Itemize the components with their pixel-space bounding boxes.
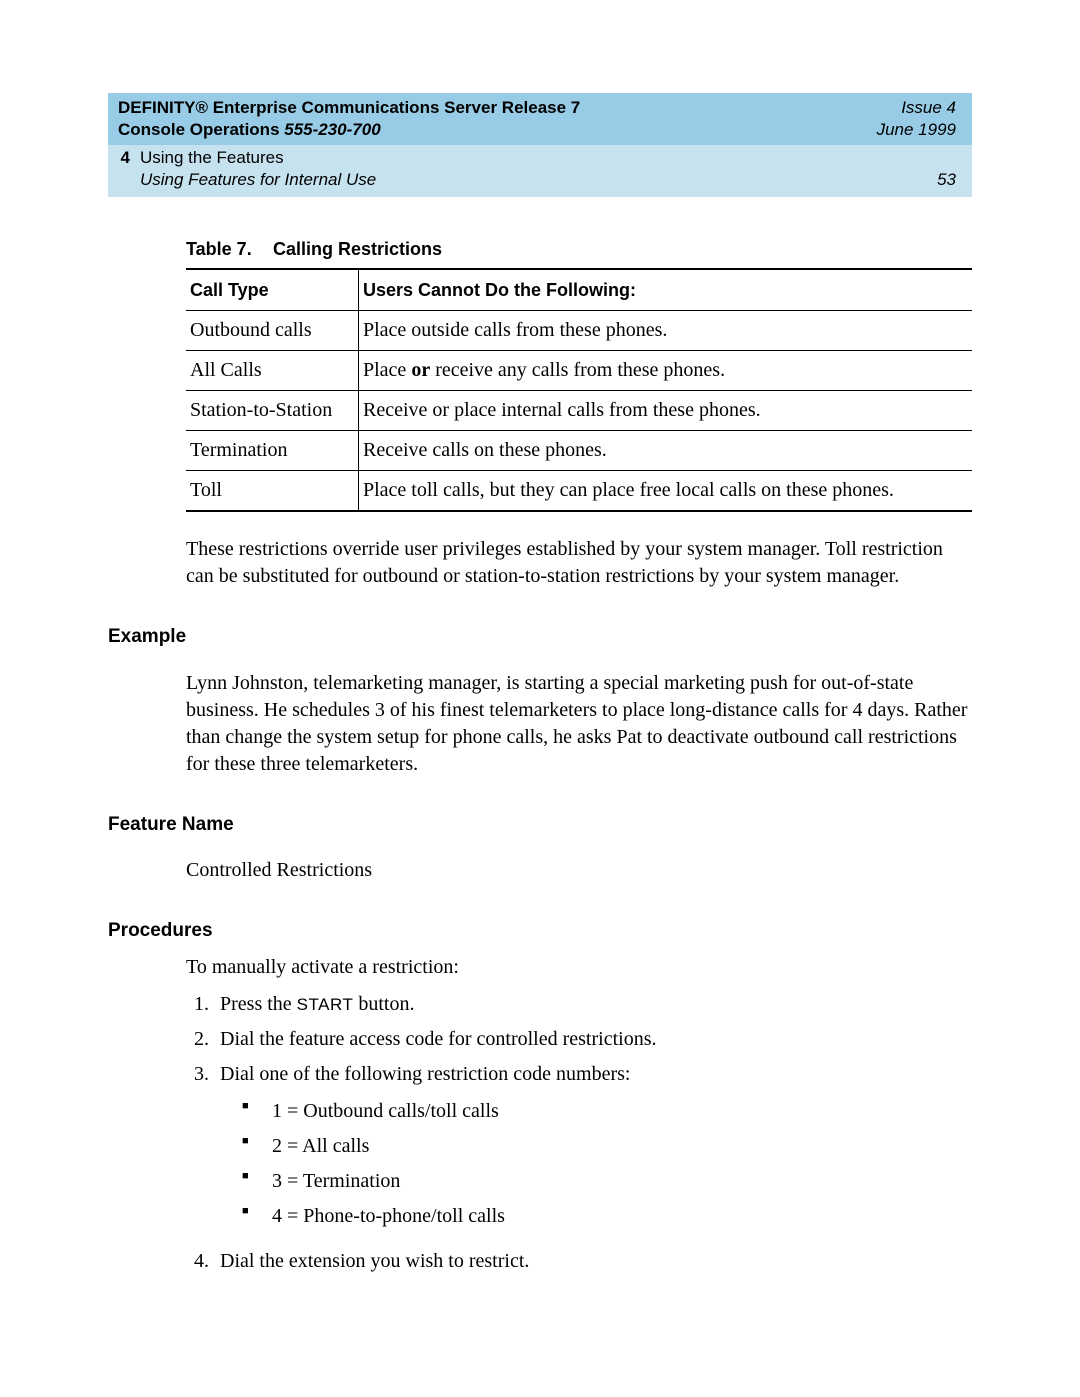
- procedure-step: Dial one of the following restriction co…: [214, 1057, 972, 1244]
- table-row: Station-to-Station Receive or place inte…: [186, 390, 972, 430]
- table-title: Calling Restrictions: [273, 239, 442, 259]
- header-sub-row: 4 Using the Features Using Features for …: [108, 145, 972, 197]
- header-band: DEFINITY® Enterprise Communications Serv…: [108, 93, 972, 197]
- doc-number: 555-230-700: [284, 120, 380, 139]
- procedures-intro: To manually activate a restriction:: [186, 954, 972, 981]
- after-table-paragraph: These restrictions override user privile…: [186, 536, 972, 590]
- example-body: Lynn Johnston, telemarketing manager, is…: [186, 670, 972, 778]
- list-item: 4 = Phone-to-phone/toll calls: [242, 1199, 972, 1234]
- chapter-subtitle: Using Features for Internal Use: [140, 169, 376, 191]
- procedure-step: Press the START button.: [214, 987, 972, 1022]
- col-users-cannot: Users Cannot Do the Following:: [359, 269, 973, 311]
- table-row: Outbound calls Place outside calls from …: [186, 310, 972, 350]
- header-top-row: DEFINITY® Enterprise Communications Serv…: [108, 93, 972, 145]
- issue-label: Issue 4: [877, 97, 956, 119]
- list-item: 1 = Outbound calls/toll calls: [242, 1094, 972, 1129]
- table-row: All Calls Place or receive any calls fro…: [186, 350, 972, 390]
- header-issue-block: Issue 4 June 1999: [877, 97, 956, 141]
- feature-name-body: Controlled Restrictions: [186, 857, 972, 884]
- procedure-list: Press the START button. Dial the feature…: [186, 987, 972, 1279]
- page: DEFINITY® Enterprise Communications Serv…: [0, 0, 1080, 1397]
- table-caption: Table 7. Calling Restrictions: [186, 237, 972, 261]
- page-number: 53: [937, 169, 956, 191]
- calling-restrictions-table: Call Type Users Cannot Do the Following:…: [186, 268, 972, 512]
- table-block: Table 7. Calling Restrictions Call Type …: [186, 237, 972, 512]
- table-row: Toll Place toll calls, but they can plac…: [186, 470, 972, 511]
- section-heading-procedures: Procedures: [108, 918, 972, 944]
- procedure-step: Dial the feature access code for control…: [214, 1022, 972, 1057]
- header-title-block: DEFINITY® Enterprise Communications Serv…: [118, 97, 580, 141]
- col-call-type: Call Type: [186, 269, 359, 311]
- doc-title-line1: DEFINITY® Enterprise Communications Serv…: [118, 97, 580, 119]
- table-row: Termination Receive calls on these phone…: [186, 430, 972, 470]
- list-item: 2 = All calls: [242, 1129, 972, 1164]
- procedures-body: To manually activate a restriction: Pres…: [186, 954, 972, 1279]
- chapter-block: 4 Using the Features Using Features for …: [108, 147, 376, 191]
- procedure-step: Dial the extension you wish to restrict.: [214, 1244, 972, 1279]
- section-heading-feature-name: Feature Name: [108, 812, 972, 838]
- table-header-row: Call Type Users Cannot Do the Following:: [186, 269, 972, 311]
- issue-date: June 1999: [877, 119, 956, 141]
- restriction-code-list: 1 = Outbound calls/toll calls 2 = All ca…: [242, 1094, 972, 1234]
- start-button-label: START: [297, 995, 354, 1014]
- section-heading-example: Example: [108, 624, 972, 650]
- content-area: Table 7. Calling Restrictions Call Type …: [108, 237, 972, 1279]
- list-item: 3 = Termination: [242, 1164, 972, 1199]
- chapter-number: 4: [110, 147, 130, 191]
- table-number: Table 7.: [186, 237, 268, 261]
- doc-title-line2: Console Operations 555-230-700: [118, 119, 580, 141]
- chapter-title: Using the Features: [140, 147, 376, 169]
